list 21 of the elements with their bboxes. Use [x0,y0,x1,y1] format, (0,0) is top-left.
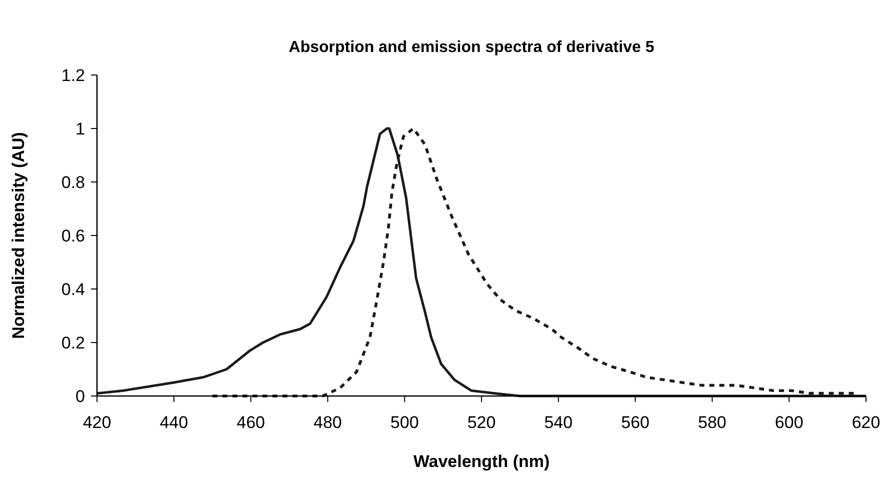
x-tick-label: 500 [390,413,419,432]
x-tick-label: 580 [698,413,726,432]
x-tick-label: 600 [774,413,804,432]
x-tick-label: 440 [160,413,188,432]
x-axis-title: Wavelength (nm) [413,452,550,471]
x-tick-label: 420 [82,413,112,432]
y-tick-label: 0.8 [61,172,85,192]
x-tick-label: 460 [236,413,265,432]
y-tick-label: 0 [76,386,85,406]
y-tick-label: 0.6 [61,226,85,246]
x-tick-label: 620 [852,413,880,432]
y-axis-title: Normalized intensity (AU) [9,132,28,339]
x-tick-label: 520 [467,413,496,432]
y-tick-label: 0.2 [61,333,85,352]
y-tick-label: 1 [76,119,85,138]
y-tick-label: 0.4 [61,280,85,299]
chart-title: Absorption and emission spectra of derivative 5 [288,39,654,56]
x-tick-label: 480 [314,413,342,432]
y-tick-label: 1.2 [61,66,85,85]
x-tick-label: 560 [621,413,650,432]
x-tick-label: 540 [544,413,573,432]
